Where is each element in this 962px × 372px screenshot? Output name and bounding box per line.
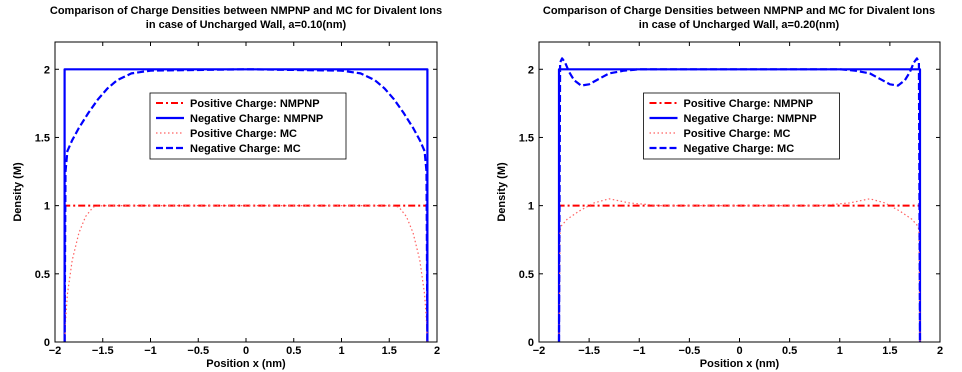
chart-title: Comparison of Charge Densities between N…: [543, 5, 935, 17]
chart-subtitle: in case of Uncharged Wall, a=0.10(nm): [146, 19, 347, 31]
x-tick-label: −1.5: [92, 345, 114, 357]
chart-title: Comparison of Charge Densities between N…: [50, 5, 442, 17]
y-tick-label: 0: [44, 337, 50, 349]
series-group: [557, 57, 922, 342]
legend: Positive Charge: NMPNP Negative Charge: N…: [643, 92, 840, 160]
y-axis-label: Density (M): [496, 162, 508, 222]
series-line-3: [558, 198, 921, 342]
x-tick-label: −1: [633, 345, 646, 357]
legend-label: Positive Charge: MC: [190, 128, 297, 140]
x-tick-label: −2: [49, 345, 62, 357]
y-tick-label: 2: [528, 64, 534, 76]
y-tick-label: 2: [44, 64, 50, 76]
legend-label: Positive Charge: MC: [684, 128, 791, 140]
x-tick-label: 0: [243, 345, 249, 357]
y-tick-label: 1.5: [519, 132, 534, 144]
series-line-4: [63, 68, 429, 342]
legend-label: Negative Charge: NMPNP: [190, 113, 323, 125]
y-tick-label: 1: [528, 201, 534, 213]
x-tick-label: 1: [837, 345, 843, 357]
y-tick-label: 1.5: [35, 132, 50, 144]
y-tick-label: 0: [528, 337, 534, 349]
x-tick-label: 0.5: [286, 345, 301, 357]
x-axis-label: Position x (nm): [700, 358, 780, 370]
x-tick-label: −2: [533, 345, 546, 357]
legend-label: Positive Charge: NMPNP: [190, 98, 320, 110]
x-tick-label: 1.5: [382, 345, 397, 357]
series-line-4: [557, 57, 922, 342]
chart-subtitle: in case of Uncharged Wall, a=0.20(nm): [639, 19, 840, 31]
y-tick-label: 0.5: [519, 269, 534, 281]
legend-label: Negative Charge: NMPNP: [684, 113, 817, 125]
x-tick-label: 0.5: [782, 345, 797, 357]
legend-label: Positive Charge: NMPNP: [684, 98, 814, 110]
series-line-1: [63, 204, 429, 342]
plot-frame: [538, 41, 941, 343]
x-tick-label: −0.5: [187, 345, 209, 357]
x-tick-label: 2: [434, 345, 440, 357]
x-tick-label: −0.5: [679, 345, 701, 357]
chart-1: Comparison of Charge Densities between N…: [12, 5, 442, 370]
legend-label: Negative Charge: MC: [684, 143, 795, 155]
plot-frame: [54, 41, 438, 343]
y-tick-label: 1: [44, 201, 50, 213]
series-line-1: [558, 204, 921, 342]
x-axis-label: Position x (nm): [206, 358, 286, 370]
x-tick-label: −1.5: [578, 345, 600, 357]
series-group: [63, 68, 429, 342]
chart-2: Comparison of Charge Densities between N…: [496, 5, 943, 370]
y-tick-label: 0.5: [35, 269, 50, 281]
legend: Positive Charge: NMPNP Negative Charge: N…: [149, 92, 347, 160]
legend-label: Negative Charge: MC: [190, 143, 301, 155]
x-tick-label: 2: [937, 345, 943, 357]
x-tick-label: −1: [144, 345, 157, 357]
y-axis-label: Density (M): [12, 162, 24, 222]
x-tick-label: 0: [736, 345, 742, 357]
series-line-3: [64, 205, 428, 342]
x-tick-label: 1: [338, 345, 344, 357]
x-tick-label: 1.5: [882, 345, 897, 357]
